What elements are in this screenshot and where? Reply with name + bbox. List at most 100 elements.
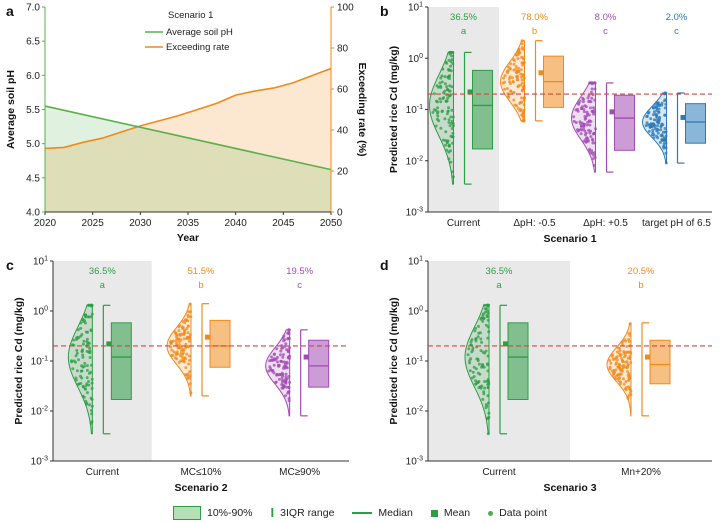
data-point xyxy=(439,86,443,89)
data-point xyxy=(659,124,663,128)
data-point xyxy=(612,371,616,375)
data-point xyxy=(284,380,288,384)
data-point xyxy=(480,340,483,344)
data-point xyxy=(655,115,659,119)
data-point xyxy=(655,107,659,111)
data-point xyxy=(81,365,85,369)
legend-median-label: Median xyxy=(378,507,413,519)
data-point xyxy=(84,330,88,334)
data-point xyxy=(184,342,188,346)
data-point xyxy=(272,353,276,356)
data-point xyxy=(182,337,186,341)
data-point xyxy=(81,342,85,346)
data-point xyxy=(87,380,90,383)
data-point xyxy=(74,378,78,382)
data-point xyxy=(501,81,505,85)
group-label: Current xyxy=(482,467,516,478)
data-point xyxy=(87,383,91,387)
data-point xyxy=(486,386,490,389)
data-point xyxy=(660,138,664,142)
box-10-90 xyxy=(209,319,231,368)
legend-box-swatch xyxy=(172,506,201,520)
data-point xyxy=(71,367,75,371)
data-point xyxy=(652,136,656,140)
group-label: Mn+20% xyxy=(621,467,661,478)
data-point xyxy=(649,125,653,129)
data-point xyxy=(441,97,445,101)
data-point xyxy=(521,81,524,85)
panel-a-label: a xyxy=(6,3,14,19)
data-point xyxy=(469,357,473,361)
data-point xyxy=(658,140,662,144)
data-point xyxy=(187,335,191,339)
data-point xyxy=(448,84,452,88)
data-point xyxy=(620,356,624,360)
significance-letter: b xyxy=(198,280,203,291)
data-point xyxy=(279,359,283,363)
data-point xyxy=(185,327,189,331)
legend-mean-marker xyxy=(430,509,438,517)
data-point xyxy=(477,331,481,335)
y2-tick-label: 80 xyxy=(337,44,349,55)
mean-marker xyxy=(303,354,309,360)
data-point xyxy=(486,336,490,340)
significance-letter: c xyxy=(674,26,679,37)
data-point xyxy=(583,117,587,121)
data-point xyxy=(593,87,597,91)
data-point xyxy=(587,94,591,98)
data-point xyxy=(186,324,190,328)
legend-box-label: 10%-90% xyxy=(206,507,253,519)
data-point xyxy=(185,352,189,356)
data-point xyxy=(169,339,173,343)
data-point xyxy=(89,328,93,332)
data-point xyxy=(516,85,520,89)
data-point xyxy=(444,100,448,103)
data-point xyxy=(517,47,521,51)
data-point xyxy=(659,128,663,132)
data-point xyxy=(81,384,85,388)
legend: 10%-90% I 3IQR range Median Mean Data po… xyxy=(0,503,720,523)
data-point xyxy=(451,131,455,135)
data-point xyxy=(483,307,487,311)
data-point xyxy=(628,391,632,395)
data-point xyxy=(623,338,627,342)
data-point xyxy=(484,349,488,353)
exceed-pct-label: 20.5% xyxy=(628,266,655,277)
data-point xyxy=(621,377,625,381)
legend-item-mean: Mean xyxy=(430,507,470,519)
data-point xyxy=(175,342,178,345)
mean-marker xyxy=(467,89,473,95)
data-point xyxy=(181,326,185,330)
data-point xyxy=(436,106,440,110)
data-point xyxy=(90,386,94,390)
y-tick-label: 10-3 xyxy=(406,456,423,468)
data-point xyxy=(587,113,591,117)
data-point xyxy=(271,369,275,372)
data-point xyxy=(591,137,595,141)
data-point xyxy=(445,112,449,116)
data-point xyxy=(628,354,632,358)
data-point xyxy=(188,354,191,358)
data-point xyxy=(180,347,184,351)
data-point xyxy=(277,364,281,368)
data-point xyxy=(451,170,455,174)
group-label: target pH of 6.5 xyxy=(642,218,711,229)
data-point xyxy=(591,132,595,136)
data-point xyxy=(448,77,451,80)
data-point xyxy=(448,124,452,128)
data-point xyxy=(440,80,444,84)
data-point xyxy=(585,136,589,140)
data-point xyxy=(445,148,449,152)
data-point xyxy=(579,132,583,136)
data-point xyxy=(188,302,192,306)
data-point xyxy=(447,150,451,154)
mean-marker xyxy=(106,341,112,347)
data-point xyxy=(85,368,89,372)
data-point xyxy=(287,396,291,400)
box-10-90 xyxy=(614,94,635,151)
data-point xyxy=(627,372,631,376)
data-point xyxy=(86,315,90,319)
data-point xyxy=(446,109,450,113)
data-point xyxy=(509,62,512,66)
data-point xyxy=(629,361,633,364)
